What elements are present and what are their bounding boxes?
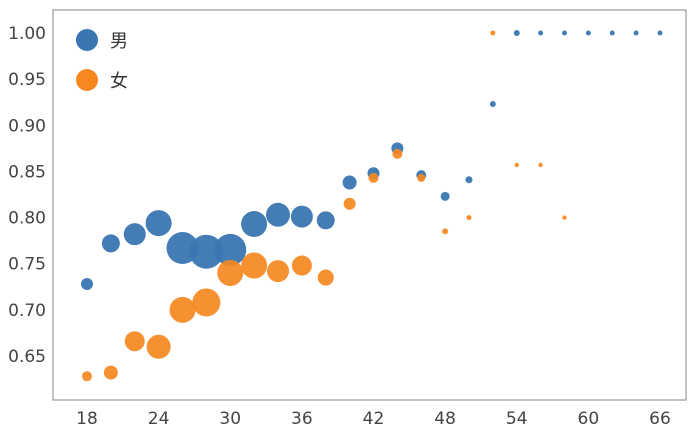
female-point xyxy=(103,365,118,380)
male-point xyxy=(81,278,93,291)
female-point xyxy=(267,260,289,283)
x-tick-label: 30 xyxy=(219,409,241,429)
male-point xyxy=(513,30,520,36)
female-point xyxy=(169,296,196,323)
y-tick-label: 0.70 xyxy=(8,301,46,321)
male-point xyxy=(609,30,615,36)
female-point xyxy=(490,30,496,36)
legend-marker-female xyxy=(76,69,98,91)
male-point xyxy=(562,30,567,36)
male-point xyxy=(241,211,268,238)
male-point xyxy=(465,176,473,184)
female-point xyxy=(466,215,472,221)
y-tick-label: 0.80 xyxy=(8,209,46,229)
x-tick-label: 60 xyxy=(578,409,600,429)
male-point xyxy=(145,210,172,237)
male-point xyxy=(316,211,335,230)
male-point xyxy=(101,234,120,253)
legend-marker-male xyxy=(76,29,98,51)
female-point xyxy=(343,197,356,210)
male-point xyxy=(123,223,146,246)
male-point xyxy=(266,202,290,227)
y-tick-label: 0.90 xyxy=(8,116,46,136)
male-point xyxy=(585,30,591,36)
female-point xyxy=(417,173,426,182)
female-point xyxy=(241,252,268,279)
male-point xyxy=(342,175,357,190)
female-point xyxy=(217,259,244,286)
male-point xyxy=(633,30,639,36)
legend-label-female: 女 xyxy=(110,71,128,92)
female-point xyxy=(368,172,379,183)
female-point xyxy=(192,288,221,317)
male-point xyxy=(657,30,663,36)
female-point xyxy=(442,228,449,235)
legend-label-male: 男 xyxy=(110,31,128,52)
female-point xyxy=(146,334,171,359)
y-tick-label: 0.65 xyxy=(8,347,46,367)
male-point xyxy=(290,205,313,228)
x-tick-label: 36 xyxy=(291,409,313,429)
female-point xyxy=(562,215,567,220)
x-tick-label: 66 xyxy=(649,409,671,429)
y-tick-label: 0.85 xyxy=(8,162,46,182)
female-point xyxy=(291,255,312,276)
male-point xyxy=(440,191,450,201)
legend: 男 女 xyxy=(76,29,128,92)
x-tick-label: 54 xyxy=(506,409,528,429)
y-tick-label: 0.95 xyxy=(8,70,46,90)
male-point xyxy=(189,234,224,269)
female-point xyxy=(392,148,403,159)
female-point xyxy=(514,162,519,168)
x-tick-label: 18 xyxy=(76,409,98,429)
female-point xyxy=(82,371,92,382)
y-tick-label: 0.75 xyxy=(8,255,46,275)
x-tick-label: 42 xyxy=(363,409,385,429)
x-tick-label: 48 xyxy=(434,409,456,429)
y-tick-label: 1.00 xyxy=(8,24,46,44)
female-point xyxy=(317,269,334,286)
male-point xyxy=(489,101,496,108)
male-point xyxy=(538,30,544,36)
x-tick-label: 24 xyxy=(148,409,170,429)
male-point xyxy=(214,233,247,266)
female-point xyxy=(124,331,145,352)
female-point xyxy=(538,162,543,168)
